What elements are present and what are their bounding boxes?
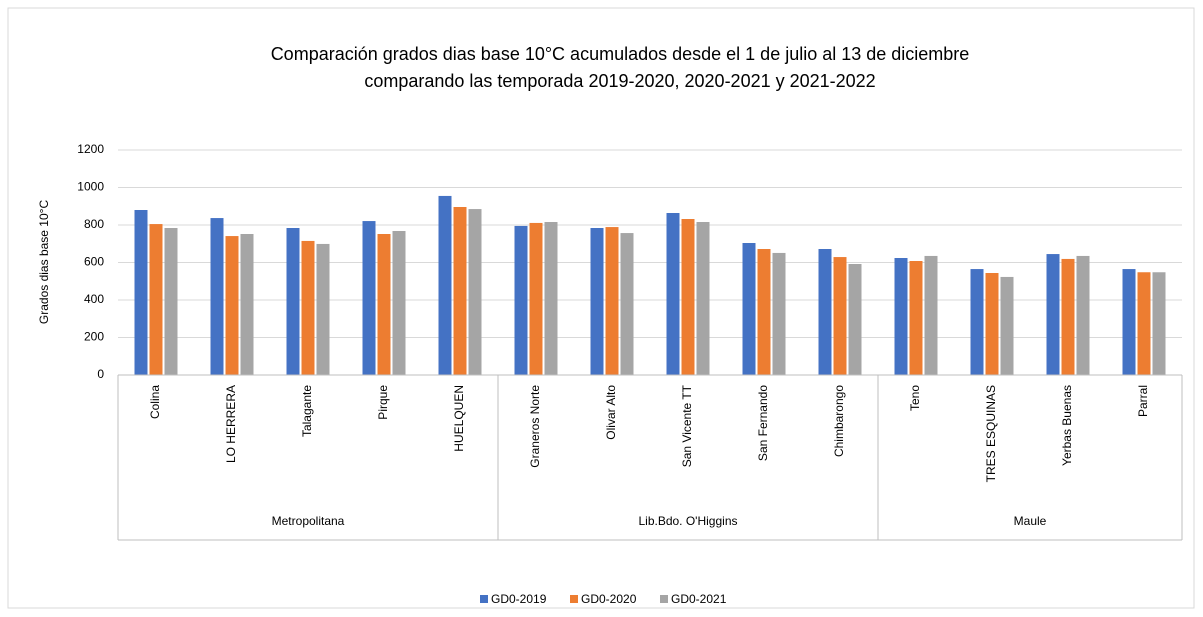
bar <box>590 228 604 375</box>
bar <box>742 243 756 375</box>
bar <box>1000 276 1014 375</box>
x-tick-label: Graneros Norte <box>528 385 542 468</box>
bar <box>772 252 786 375</box>
group-label: Maule <box>1014 514 1047 528</box>
bar <box>377 234 391 375</box>
legend-swatch <box>570 595 578 603</box>
bar <box>301 240 315 375</box>
bar <box>909 261 923 375</box>
y-axis-label: Grados dias base 10°C <box>37 200 51 325</box>
bar <box>514 225 528 375</box>
bar <box>210 218 224 375</box>
x-tick-label: Pirque <box>376 385 390 420</box>
group-label: Metropolitana <box>272 514 345 528</box>
y-tick-label: 200 <box>84 330 104 344</box>
bar <box>666 213 680 375</box>
bar <box>833 257 847 375</box>
bar <box>468 209 482 375</box>
bar <box>605 227 619 375</box>
chart-title: Comparación grados dias base 10°C acumul… <box>271 44 970 64</box>
bar <box>544 222 558 375</box>
bar <box>453 207 467 375</box>
bar <box>362 221 376 375</box>
y-tick-label: 0 <box>97 367 104 381</box>
y-tick-label: 1000 <box>77 180 104 194</box>
y-tick-label: 600 <box>84 255 104 269</box>
legend-swatch <box>660 595 668 603</box>
legend-label: GD0-2020 <box>581 592 637 606</box>
bar <box>1152 272 1166 375</box>
x-tick-label: Parral <box>1136 385 1150 417</box>
legend-swatch <box>480 595 488 603</box>
bar <box>848 264 862 375</box>
bar <box>529 222 543 375</box>
bar <box>620 233 634 375</box>
x-tick-label: Colina <box>148 385 162 419</box>
y-tick-label: 1200 <box>77 142 104 156</box>
x-tick-label: Yerbas Buenas <box>1060 385 1074 466</box>
bar <box>1076 255 1090 375</box>
bar <box>392 231 406 375</box>
bar <box>985 273 999 375</box>
bar <box>316 243 330 375</box>
bar <box>134 210 148 375</box>
x-tick-label: Chimbarongo <box>832 385 846 457</box>
bar <box>924 255 938 375</box>
bar <box>225 236 239 375</box>
bar <box>818 249 832 375</box>
x-tick-label: TRES ESQUINAS <box>984 385 998 482</box>
bar <box>696 222 710 375</box>
group-label: Lib.Bdo. O'Higgins <box>638 514 737 528</box>
chart-title: comparando las temporada 2019-2020, 2020… <box>364 71 875 91</box>
bar <box>681 219 695 375</box>
bar <box>894 258 908 375</box>
y-tick-label: 800 <box>84 217 104 231</box>
x-tick-label: LO HERRERA <box>224 385 238 463</box>
bar <box>970 269 984 375</box>
x-tick-label: San Vicente TT <box>680 384 694 467</box>
x-tick-label: San Fernando <box>756 385 770 461</box>
bar <box>149 224 163 375</box>
bar <box>1122 269 1136 375</box>
bar <box>164 228 178 375</box>
legend-label: GD0-2019 <box>491 592 547 606</box>
x-tick-label: HUELQUEN <box>452 385 466 452</box>
x-tick-label: Talagante <box>300 385 314 437</box>
legend-label: GD0-2021 <box>671 592 727 606</box>
bar <box>1061 258 1075 375</box>
bar <box>240 234 254 375</box>
bar <box>757 249 771 375</box>
bar <box>286 228 300 375</box>
bar <box>438 195 452 375</box>
x-tick-label: Olivar Alto <box>604 385 618 440</box>
bar <box>1137 272 1151 375</box>
bar <box>1046 254 1060 375</box>
y-tick-label: 400 <box>84 292 104 306</box>
x-tick-label: Teno <box>908 385 922 411</box>
